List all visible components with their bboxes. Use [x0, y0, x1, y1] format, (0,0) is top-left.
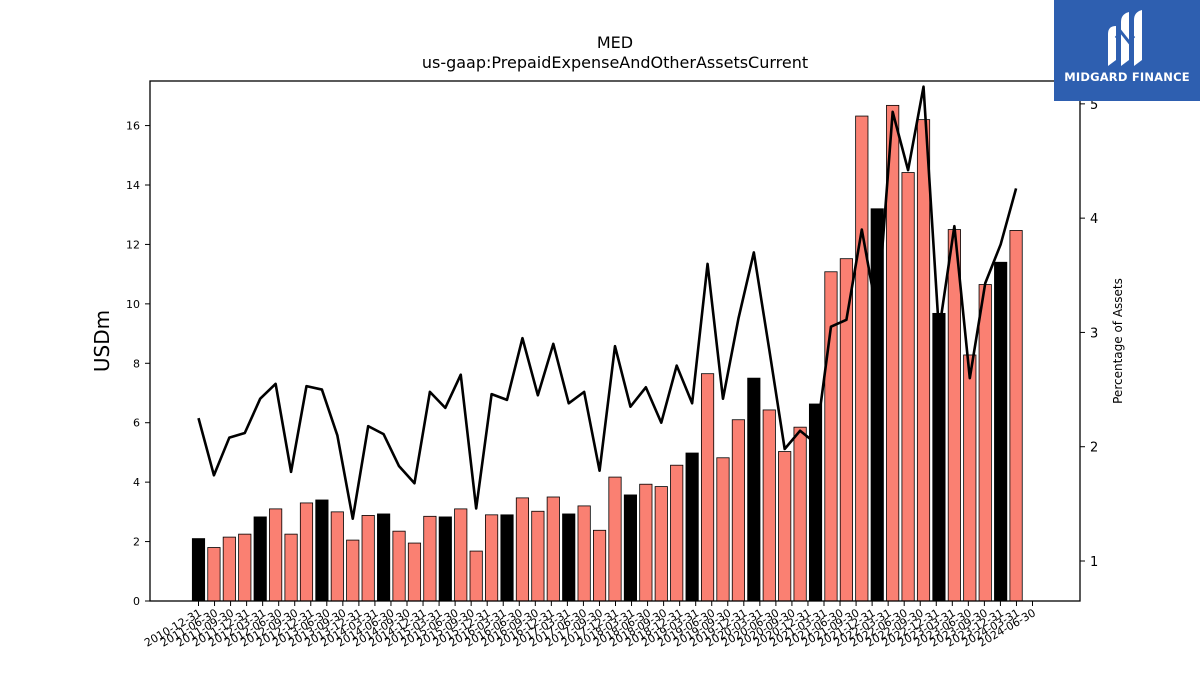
midgard-logo-icon — [1108, 10, 1142, 66]
x-axis: 2010-12-312011-06-302011-09-302011-12-31… — [142, 601, 1038, 650]
y2-axis-label: Percentage of Assets — [1111, 278, 1125, 404]
bar — [284, 533, 298, 602]
bar — [716, 457, 730, 602]
bar — [639, 483, 653, 602]
y-tick-label: 8 — [133, 357, 140, 370]
y2-tick-label: 5 — [1090, 98, 1098, 113]
y-tick-label: 0 — [133, 595, 140, 608]
bar — [577, 505, 591, 602]
y-tick-label: 12 — [126, 238, 140, 251]
y-tick-label: 10 — [126, 298, 140, 311]
line-group — [197, 85, 1018, 521]
y-axis-label: USDm — [90, 310, 114, 372]
bar — [700, 373, 715, 602]
y2-axis: 1 2 3 4 5 — [1080, 98, 1098, 570]
bar — [222, 536, 236, 602]
bar — [346, 539, 360, 602]
bar — [330, 511, 344, 602]
bar — [191, 538, 206, 602]
bar — [361, 515, 375, 602]
bar — [253, 516, 267, 602]
bar — [531, 510, 545, 602]
chart-title: MED — [597, 33, 633, 52]
bar — [438, 516, 452, 602]
bar — [546, 496, 560, 602]
bar — [562, 513, 576, 602]
y-tick-label: 6 — [133, 417, 140, 430]
bar — [778, 451, 792, 602]
brand-logo: MIDGARD FINANCE — [1054, 0, 1200, 101]
bar — [377, 513, 391, 602]
y-tick-label: 2 — [133, 536, 140, 549]
bar — [670, 464, 684, 602]
bar — [608, 476, 622, 602]
bar — [824, 271, 838, 602]
bar — [747, 377, 761, 602]
bar — [238, 533, 252, 602]
bar — [654, 486, 668, 602]
brand-name: MIDGARD FINANCE — [1064, 70, 1190, 84]
y-tick-label: 14 — [126, 179, 140, 192]
bar — [469, 550, 483, 602]
bar — [994, 261, 1008, 602]
bar — [392, 530, 406, 602]
bar — [515, 497, 530, 602]
bar — [315, 499, 329, 602]
bar — [947, 229, 961, 602]
bar — [978, 284, 992, 602]
y2-tick-label: 2 — [1090, 441, 1098, 456]
y-tick-label: 4 — [133, 476, 140, 489]
bar — [500, 514, 514, 602]
bar — [299, 502, 314, 602]
percentage-line — [197, 85, 1018, 521]
bar — [423, 515, 437, 602]
bar — [731, 419, 745, 602]
chart-subtitle: us-gaap:PrepaidExpenseAndOtherAssetsCurr… — [422, 53, 808, 72]
y2-tick-label: 4 — [1090, 212, 1098, 227]
y2-tick-label: 1 — [1090, 555, 1098, 570]
bar — [1009, 230, 1023, 602]
bar — [485, 514, 499, 602]
bar — [793, 426, 807, 602]
y-axis: 0 2 4 6 8 10 12 14 16 — [126, 120, 150, 608]
bar — [207, 547, 221, 602]
bar — [407, 542, 422, 602]
y2-tick-label: 3 — [1090, 326, 1098, 341]
bars-group — [191, 104, 1023, 602]
bar — [963, 354, 977, 602]
bar — [593, 529, 607, 602]
bar — [932, 312, 946, 602]
bar — [762, 409, 776, 602]
bar — [454, 508, 468, 602]
bar — [269, 508, 283, 602]
bar — [685, 452, 699, 602]
bar — [901, 172, 915, 602]
bar — [839, 258, 853, 602]
y-tick-label: 16 — [126, 120, 140, 133]
bar — [855, 115, 869, 602]
bar — [916, 119, 931, 602]
bar — [623, 494, 638, 602]
